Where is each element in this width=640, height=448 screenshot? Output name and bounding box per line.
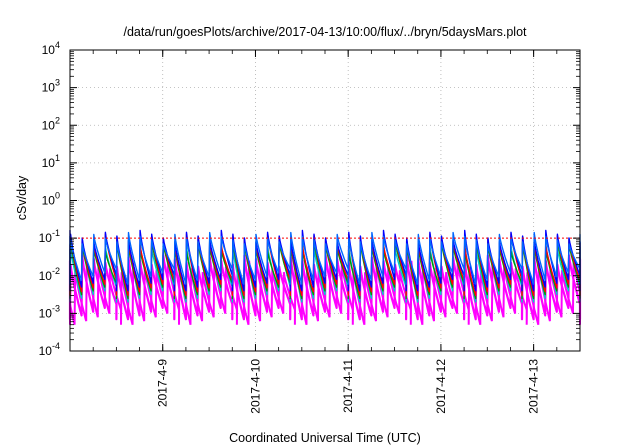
series-group [68, 229, 582, 326]
y-tick-label: 10-4 [39, 341, 60, 358]
x-tick-label: 2017-4-9 [156, 359, 170, 407]
x-tick-label: 2017-4-12 [434, 359, 448, 414]
y-tick-label: 101 [42, 153, 60, 170]
series-line [69, 239, 581, 300]
y-axis-label: cSv/day [15, 175, 29, 220]
y-tick-label: 104 [42, 40, 60, 57]
x-tick-label: 2017-4-13 [527, 359, 541, 414]
chart-title: /data/run/goesPlots/archive/2017-04-13/1… [123, 25, 527, 39]
x-axis: 2017-4-9 2017-4-10 2017-4-11 2017-4-12 2017-… [69, 50, 581, 414]
series-line [68, 254, 582, 321]
series-line [69, 260, 581, 326]
series-line [69, 233, 581, 297]
x-tick-label: 2017-4-10 [248, 359, 262, 414]
y-tick-label: 10-1 [39, 228, 60, 245]
y-tick-label: 102 [42, 115, 60, 132]
series-line [69, 229, 581, 292]
y-tick-label: 10-2 [39, 266, 60, 283]
x-tick-label: 2017-4-11 [341, 359, 355, 413]
x-axis-label: Coordinated Universal Time (UTC) [229, 431, 421, 445]
y-tick-label: 103 [42, 78, 60, 95]
series-line [69, 231, 581, 285]
y-tick-label: 100 [42, 191, 60, 208]
y-tick-label: 10-3 [39, 303, 60, 320]
y-axis: 10-4 10-3 10-2 10-1 100 101 102 103 104 [39, 40, 580, 358]
